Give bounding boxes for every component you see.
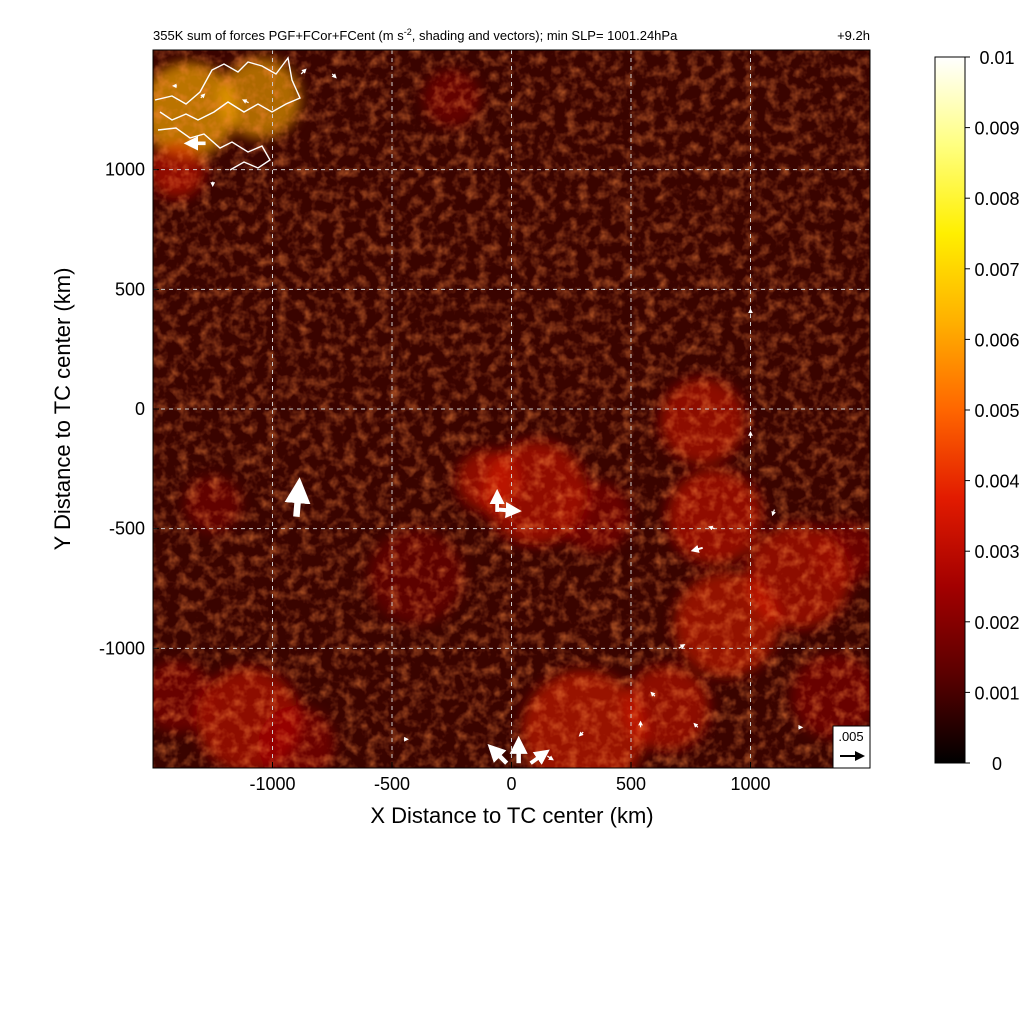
time-label: +9.2h (837, 28, 870, 43)
colorbar-tick-label-2: 0.002 (974, 613, 1019, 633)
x-axis: -1000 -500 0 500 1000 (249, 762, 771, 794)
y-axis-label: Y Distance to TC center (km) (50, 268, 75, 551)
colorbar-tick-label-0: 0 (992, 754, 1002, 774)
force-vector-7 (300, 68, 307, 75)
x-tick-label-0: -1000 (249, 774, 295, 794)
force-vector-18 (693, 722, 699, 728)
force-vector-23 (650, 691, 656, 697)
force-vector-21 (546, 755, 554, 761)
y-tick-label-3: 500 (115, 279, 145, 299)
y-tick-label-4: 1000 (105, 160, 145, 180)
plot-area (153, 50, 870, 768)
colorbar: 0 0.001 0.002 0.003 0.004 0.005 0.006 0.007 0.00… (934, 48, 1020, 774)
colorbar-tick-label-4: 0.004 (974, 472, 1019, 492)
colorbar-tick-label-7: 0.007 (974, 260, 1019, 280)
force-vector-11 (200, 93, 206, 99)
force-vectors (171, 68, 804, 765)
y-axis: -1000 -500 0 500 1000 (99, 160, 159, 658)
force-vector-4 (487, 744, 509, 765)
force-vector-14 (690, 544, 703, 553)
y-tick-label-0: -1000 (99, 638, 145, 658)
y-tick-label-2: 0 (135, 399, 145, 419)
reference-vector-box (832, 725, 871, 769)
colorbar-tick-label-1: 0.001 (974, 683, 1019, 703)
x-tick-label-4: 1000 (730, 774, 770, 794)
force-vector-8 (331, 73, 337, 79)
colorbar-tick-label-10: 0.01 (979, 48, 1014, 68)
colorbar-ticks: 0 0.001 0.002 0.003 0.004 0.005 0.006 0.007 0.00… (965, 48, 1020, 774)
x-tick-label-2: 0 (506, 774, 516, 794)
shading-texture (153, 50, 870, 768)
x-tick-label-1: -500 (374, 774, 410, 794)
y-tick-label-1: -500 (109, 519, 145, 539)
colorbar-tick-label-3: 0.003 (974, 542, 1019, 562)
force-vector-0 (284, 477, 311, 517)
reference-vector-label: .005 (838, 729, 863, 744)
reference-vector: .005 (832, 725, 871, 769)
colorbar-tick-label-9: 0.009 (974, 119, 1019, 139)
force-vector-22 (678, 643, 686, 649)
force-vector-9 (242, 99, 249, 104)
colorbar-tick-label-6: 0.006 (974, 330, 1019, 350)
force-vector-20 (578, 731, 584, 737)
colorbar-tick-label-5: 0.005 (974, 401, 1019, 421)
force-vector-13 (708, 525, 715, 531)
x-axis-label: X Distance to TC center (km) (370, 803, 653, 828)
force-vector-2 (497, 501, 522, 519)
colorbar-tick-label-8: 0.008 (974, 189, 1019, 209)
force-vector-15 (771, 509, 776, 517)
colorbar-scale (934, 56, 966, 764)
chart-title: 355K sum of forces PGF+FCor+FCent (m s-2… (153, 27, 678, 43)
x-tick-label-3: 500 (616, 774, 646, 794)
force-vector-5 (529, 749, 550, 765)
